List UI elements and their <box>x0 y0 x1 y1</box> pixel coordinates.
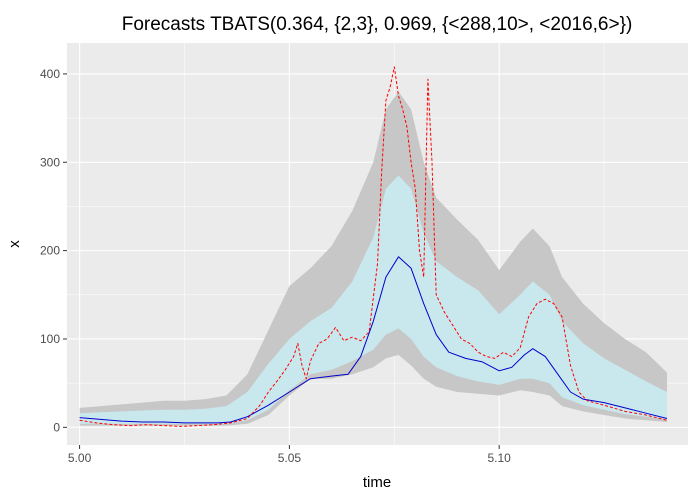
actual-line <box>79 66 668 427</box>
y-tick-label: 100 <box>40 332 60 346</box>
forecast-line <box>79 256 668 424</box>
x-axis-title: time <box>363 474 391 491</box>
y-tick-label: 300 <box>40 155 60 169</box>
x-tick-label: 5.00 <box>68 451 92 465</box>
chart-title: Forecasts TBATS(0.364, {2,3}, 0.969, {<2… <box>122 14 633 35</box>
y-axis-title: x <box>6 240 23 248</box>
series-lines <box>79 66 668 427</box>
y-axis: 0 100 200 300 400 <box>40 67 67 434</box>
y-tick-label: 200 <box>40 244 60 258</box>
y-tick-label: 400 <box>40 67 60 81</box>
x-axis: 5.00 5.05 5.10 <box>68 445 511 465</box>
x-tick-label: 5.10 <box>488 451 512 465</box>
y-tick-label: 0 <box>53 420 60 434</box>
x-tick-label: 5.05 <box>278 451 302 465</box>
